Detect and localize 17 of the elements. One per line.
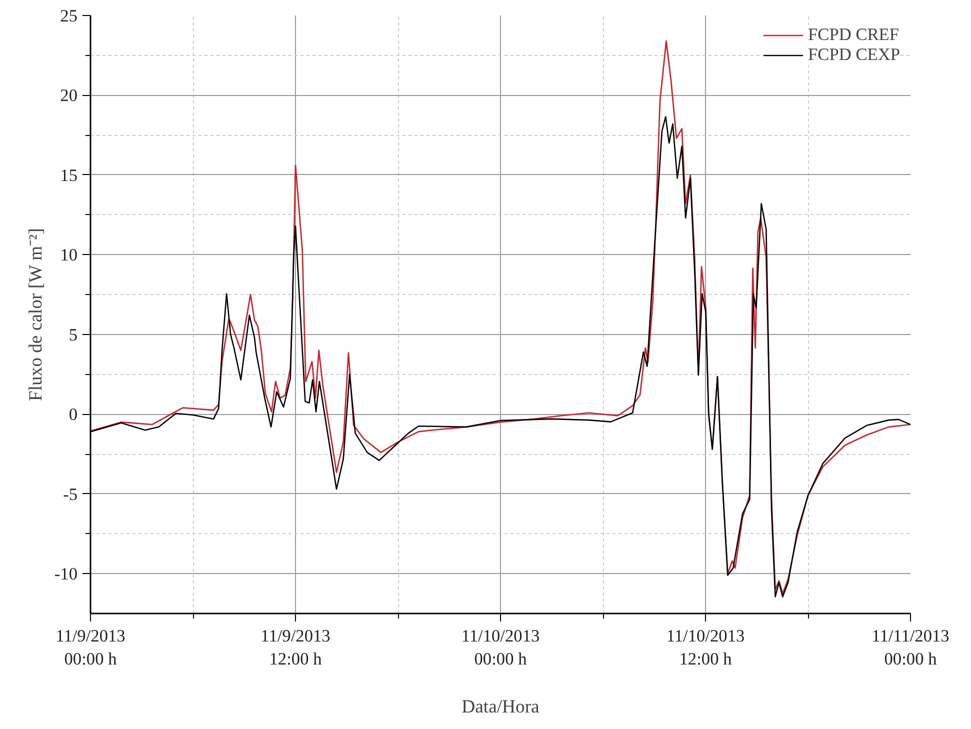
x-axis-title: Data/Hora: [462, 696, 540, 718]
x-tick-label: 11/9/2013 12:00 h: [260, 626, 330, 668]
y-tick-label: 20: [60, 86, 78, 106]
x-tick-label: 11/9/2013 00:00 h: [56, 626, 126, 668]
x-tick-label: 11/10/2013 12:00 h: [666, 626, 745, 668]
y-axis-title: Fluxo de calor [W m⁻²]: [25, 228, 46, 402]
x-tick-label: 11/11/2013 00:00 h: [872, 626, 950, 668]
y-tick-label: 0: [68, 405, 78, 424]
y-tick-label: -5: [63, 484, 78, 504]
y-tick-label: 10: [60, 246, 78, 265]
y-tick-label: 25: [60, 6, 78, 26]
legend-label: FCPD CEXP: [808, 45, 900, 65]
y-tick-label: 5: [68, 325, 78, 344]
x-tick-label: 11/10/2013 00:00 h: [461, 626, 540, 668]
y-tick-label: 15: [60, 166, 78, 185]
y-tick-label: -10: [54, 564, 78, 584]
legend-label: FCPD CREF: [808, 25, 900, 45]
